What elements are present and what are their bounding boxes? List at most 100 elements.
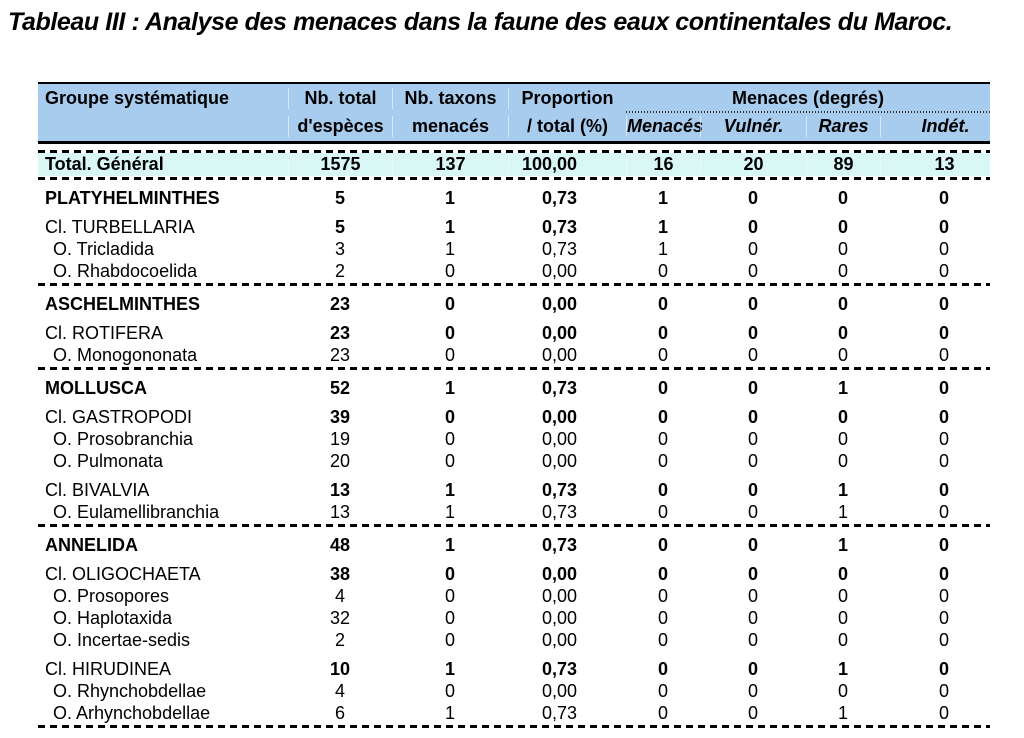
cell-menaces: 1 — [657, 187, 668, 208]
table-row: O. Rhynchobdellae 4 0 0,00 0 0 0 0 — [38, 680, 990, 702]
row-label: O. Rhynchobdellae — [53, 680, 207, 701]
cell-vulner: 0 — [747, 260, 758, 281]
cell-menaces: 0 — [657, 607, 668, 628]
cell-rares: 1 — [837, 377, 848, 398]
header-rares: Rares — [806, 116, 880, 137]
cell-proportion: 0,73 — [541, 377, 577, 398]
cell-nb-taxons: 1 — [444, 187, 455, 208]
cell-rares: 0 — [837, 344, 848, 365]
cell-nb-total: 13 — [329, 501, 351, 522]
table-row: O. Rhabdocoelida 2 0 0,00 0 0 0 0 — [38, 260, 990, 282]
cell-nb-total: 20 — [329, 450, 351, 471]
cell-vulner: 0 — [747, 585, 758, 606]
row-label: O. Tricladida — [53, 238, 155, 259]
cell-rares: 0 — [837, 322, 848, 343]
cell-indet: 0 — [938, 216, 949, 237]
cell-proportion: 0,00 — [541, 293, 577, 314]
cell-rares: 0 — [837, 187, 848, 208]
cell-proportion: 0,73 — [541, 187, 577, 208]
dashed-separator — [38, 725, 990, 728]
cell-nb-total: 48 — [329, 534, 351, 555]
cell-nb-taxons: 1 — [444, 501, 455, 522]
cell-nb-taxons: 0 — [444, 607, 455, 628]
cell-indet: 0 — [938, 406, 949, 427]
table-row: O. Prosobranchia 19 0 0,00 0 0 0 0 — [38, 428, 990, 450]
cell-proportion: 0,00 — [541, 344, 577, 365]
cell-indet: 0 — [938, 187, 949, 208]
cell-nb-taxons: 0 — [444, 629, 455, 650]
cell-vulner: 0 — [747, 501, 758, 522]
cell-proportion: 0,00 — [541, 322, 577, 343]
table-row: O. Tricladida 3 1 0,73 1 0 0 0 — [38, 238, 990, 260]
header-total-pct: / total (%) — [508, 116, 626, 137]
cell-menaces: 0 — [657, 344, 668, 365]
table-row: O. Haplotaxida 32 0 0,00 0 0 0 0 — [38, 607, 990, 629]
cell-menaces: 0 — [657, 377, 668, 398]
cell-vulner: 0 — [747, 322, 758, 343]
row-label: Cl. HIRUDINEA — [45, 658, 172, 679]
header-menaces: Menacés — [626, 116, 704, 137]
total-cell: 1575 — [288, 154, 392, 175]
table-title: Tableau III : Analyse des menaces dans l… — [8, 8, 953, 36]
table-row: ANNELIDA 48 1 0,73 0 0 1 0 — [38, 534, 990, 556]
cell-vulner: 0 — [747, 680, 758, 701]
cell-nb-taxons: 1 — [444, 479, 455, 500]
cell-vulner: 0 — [747, 563, 758, 584]
table-header: Groupe systématique Nb. total Nb. taxons… — [38, 82, 990, 144]
cell-indet: 0 — [938, 322, 949, 343]
cell-rares: 1 — [837, 658, 848, 679]
cell-nb-total: 2 — [334, 260, 345, 281]
cell-indet: 0 — [938, 585, 949, 606]
table-row: O. Monogononata 23 0 0,00 0 0 0 0 — [38, 344, 990, 366]
header-menaces-group: Menaces (degrés) — [626, 84, 990, 113]
cell-nb-total: 38 — [329, 563, 351, 584]
cell-menaces: 0 — [657, 322, 668, 343]
cell-menaces: 0 — [657, 534, 668, 555]
cell-vulner: 0 — [747, 293, 758, 314]
row-label: O. Monogononata — [53, 344, 198, 365]
cell-nb-total: 32 — [329, 607, 351, 628]
cell-rares: 0 — [837, 216, 848, 237]
cell-nb-total: 13 — [329, 479, 351, 500]
cell-nb-total: 23 — [329, 293, 351, 314]
cell-indet: 0 — [938, 534, 949, 555]
table-row: ASCHELMINTHES 23 0 0,00 0 0 0 0 — [38, 293, 990, 315]
table-row: MOLLUSCA 52 1 0,73 0 0 1 0 — [38, 377, 990, 399]
row-label: MOLLUSCA — [45, 377, 147, 398]
cell-proportion: 0,00 — [541, 563, 577, 584]
total-cell: 16 — [626, 154, 700, 175]
cell-proportion: 0,73 — [541, 658, 577, 679]
cell-menaces: 0 — [657, 585, 668, 606]
cell-indet: 0 — [938, 658, 949, 679]
cell-menaces: 1 — [657, 216, 668, 237]
table-row: Cl. OLIGOCHAETA 38 0 0,00 0 0 0 0 — [38, 563, 990, 585]
cell-vulner: 0 — [747, 377, 758, 398]
row-label: ASCHELMINTHES — [45, 293, 201, 314]
cell-proportion: 0,73 — [541, 216, 577, 237]
cell-nb-taxons: 0 — [444, 680, 455, 701]
cell-rares: 0 — [837, 238, 848, 259]
cell-indet: 0 — [938, 501, 949, 522]
cell-menaces: 0 — [657, 450, 668, 471]
cell-nb-taxons: 1 — [444, 702, 455, 723]
total-cell: 20 — [700, 154, 806, 175]
cell-menaces: 0 — [657, 260, 668, 281]
cell-nb-total: 6 — [334, 702, 345, 723]
cell-nb-taxons: 0 — [444, 585, 455, 606]
cell-rares: 1 — [837, 702, 848, 723]
cell-indet: 0 — [938, 450, 949, 471]
cell-proportion: 0,00 — [541, 585, 577, 606]
cell-nb-taxons: 0 — [444, 344, 455, 365]
cell-vulner: 0 — [747, 238, 758, 259]
cell-rares: 1 — [837, 501, 848, 522]
cell-nb-taxons: 1 — [444, 216, 455, 237]
cell-vulner: 0 — [747, 187, 758, 208]
table-row: O. Arhynchobdellae 6 1 0,73 0 0 1 0 — [38, 702, 990, 724]
cell-nb-total: 5 — [334, 187, 345, 208]
cell-rares: 0 — [837, 450, 848, 471]
cell-proportion: 0,73 — [541, 702, 577, 723]
cell-vulner: 0 — [747, 607, 758, 628]
header-nb-taxons: Nb. taxons — [392, 87, 508, 109]
cell-vulner: 0 — [747, 702, 758, 723]
total-block: Total. Général 1575 137 100,00 16 20 89 … — [38, 150, 990, 180]
